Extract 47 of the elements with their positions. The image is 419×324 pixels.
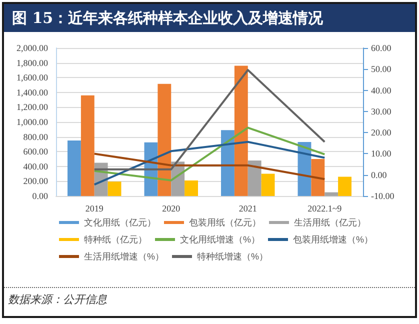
line-series [93, 126, 326, 182]
x-tick-label: 2019 [85, 204, 104, 214]
bar [261, 174, 275, 196]
legend-label: 文化用纸（亿元） [84, 218, 156, 228]
legend-label: 生活用纸增速（%） [84, 252, 164, 262]
y2-tick-label: 30.00 [371, 106, 392, 116]
y2-tick-label: 20.00 [371, 128, 392, 138]
y2-tick-label: 60.00 [371, 43, 392, 53]
y-tick-label: 400.00 [23, 161, 48, 172]
legend-label: 包装用纸（亿元） [189, 218, 261, 228]
x-tick-label: 2021 [238, 204, 257, 214]
legend-label: 包装用纸增速（%） [293, 234, 374, 244]
bar [221, 130, 234, 196]
y-tick-label: 0.00 [32, 191, 48, 201]
bar [108, 182, 122, 196]
y-tick-label: 1,800.00 [16, 58, 48, 68]
y2-tick-label: 50.00 [371, 64, 392, 74]
x-tick-label: 2022.1~9 [308, 204, 342, 214]
y-tick-label: 200.00 [23, 176, 48, 186]
y-tick-label: 2,000.00 [16, 43, 48, 53]
y-tick-label: 1,600.00 [16, 72, 48, 83]
y2-tick-label: 0.00 [371, 170, 388, 180]
bar [338, 176, 352, 196]
x-tick-label: 2020 [162, 204, 181, 214]
y2-tick-label: 40.00 [371, 85, 392, 96]
chart-title: 图 15：近年来各纸种样本企业收入及增速情况 [4, 4, 415, 32]
y-tick-label: 800.00 [23, 132, 48, 142]
bar [184, 180, 198, 196]
legend-label: 生活用纸（亿元） [294, 218, 366, 228]
y2-tick-label: 10.00 [371, 148, 392, 159]
y-tick-label: 1,000.00 [16, 117, 48, 127]
line-series [93, 140, 326, 186]
bar [158, 84, 172, 196]
source-note: 数据来源：公开信息 [8, 292, 107, 307]
y-tick-label: 1,200.00 [16, 102, 48, 112]
bar [80, 95, 94, 196]
bar [234, 66, 248, 196]
y-tick-label: 600.00 [23, 146, 48, 157]
legend-label: 特种纸（亿元） [84, 234, 147, 244]
y2-tick-label: -10.00 [371, 191, 395, 201]
bar [324, 192, 338, 196]
bar [311, 159, 325, 196]
legend-label: 特种纸增速（%） [197, 252, 268, 262]
bar [68, 140, 81, 196]
bar [248, 160, 262, 196]
y-tick-label: 1,400.00 [16, 87, 48, 98]
legend-label: 文化用纸增速（%） [180, 234, 260, 244]
